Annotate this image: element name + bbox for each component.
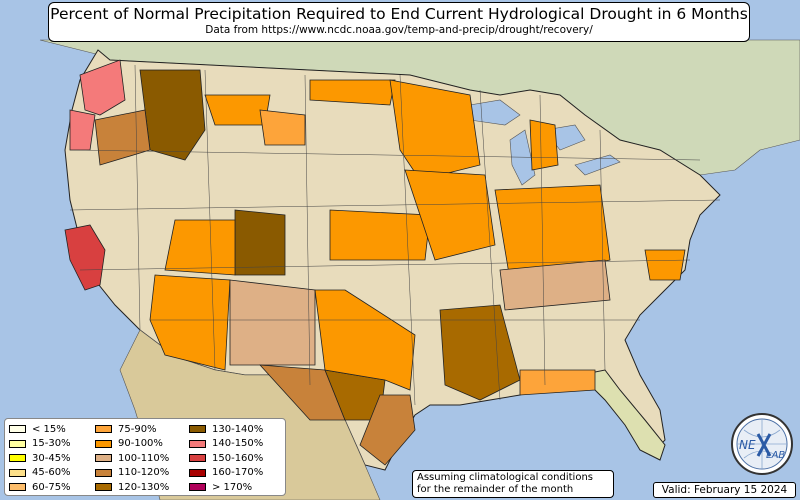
legend-swatch <box>9 454 26 463</box>
legend-column: 130-140% 140-150% 150-160% 160-170% > 170% <box>189 422 263 495</box>
legend-swatch <box>9 483 26 492</box>
region-oregon-coast <box>69 109 96 151</box>
region-michigan <box>529 119 559 171</box>
legend-swatch <box>95 425 112 434</box>
legend-swatch <box>9 468 26 477</box>
title-box: Percent of Normal Precipitation Required… <box>48 2 750 42</box>
legend-item: 45-60% <box>9 466 71 481</box>
legend-item: 160-170% <box>189 466 263 481</box>
legend-label: 90-100% <box>118 438 163 450</box>
legend-item: 90-100% <box>95 437 169 452</box>
border-lines <box>69 64 721 406</box>
legend-item: 150-160% <box>189 451 263 466</box>
legend-item: > 170% <box>189 480 263 495</box>
region-new-mexico <box>229 279 316 366</box>
legend-item: 75-90% <box>95 422 169 437</box>
drought-regions <box>64 59 686 466</box>
legend-label: 110-120% <box>118 467 170 479</box>
assumption-line-2: for the remainder of the month <box>417 484 574 495</box>
legend-label: 150-160% <box>212 452 264 464</box>
region-texas-gulf <box>359 394 416 466</box>
region-ohio-valley <box>494 184 611 281</box>
legend-label: 160-170% <box>212 467 264 479</box>
legend-swatch <box>189 454 206 463</box>
legend-column: 75-90% 90-100% 100-110% 110-120% 120-130% <box>95 422 169 495</box>
legend-label: 45-60% <box>32 467 71 479</box>
legend-column: < 15% 15-30% 30-45% 45-60% 60-75% <box>9 422 71 495</box>
region-wyoming <box>259 109 306 146</box>
legend-swatch <box>189 439 206 448</box>
region-texas-east <box>314 289 416 391</box>
legend-item: 100-110% <box>95 451 169 466</box>
assumption-note: Assuming climatological conditions for t… <box>412 470 614 498</box>
region-arizona <box>149 274 231 371</box>
great-lakes <box>439 99 621 186</box>
region-kansas-nebraska <box>329 209 431 261</box>
region-pacific-northwest <box>79 59 126 116</box>
legend-item: 140-150% <box>189 437 263 452</box>
legend-label: 140-150% <box>212 438 264 450</box>
legend-item: 120-130% <box>95 480 169 495</box>
assumption-line-1: Assuming climatological conditions <box>417 472 593 483</box>
region-tennessee <box>499 259 611 311</box>
state-borders <box>69 64 721 406</box>
legend-swatch <box>95 439 112 448</box>
legend-item: 60-75% <box>9 480 71 495</box>
legend-swatch <box>9 425 26 434</box>
legend-swatch <box>9 439 26 448</box>
region-colorado <box>234 209 286 276</box>
region-utah <box>164 219 236 276</box>
legend-item: < 15% <box>9 422 71 437</box>
region-iowa-missouri <box>404 169 496 261</box>
legend-label: 15-30% <box>32 438 71 450</box>
logo-text-ne: NE <box>739 438 756 452</box>
legend: < 15% 15-30% 30-45% 45-60% 60-75% 75-90% 90-10… <box>4 418 286 496</box>
logo-x-mark <box>756 433 772 457</box>
legend-swatch <box>95 468 112 477</box>
legend-label: 75-90% <box>118 423 157 435</box>
legend-label: > 170% <box>212 481 253 493</box>
region-gulf-coast-south <box>519 369 596 396</box>
legend-label: < 15% <box>32 423 66 435</box>
legend-swatch <box>189 425 206 434</box>
legend-label: 60-75% <box>32 481 71 493</box>
valid-date: Valid: February 15 2024 <box>653 482 796 498</box>
region-north-carolina <box>644 249 686 281</box>
region-california <box>64 224 106 291</box>
legend-label: 120-130% <box>118 481 170 493</box>
map-title: Percent of Normal Precipitation Required… <box>50 5 748 23</box>
region-dakotas <box>309 79 396 106</box>
florida <box>578 369 666 461</box>
legend-label: 30-45% <box>32 452 71 464</box>
legend-label: 130-140% <box>212 423 264 435</box>
map-subtitle: Data from https://www.ncdc.noaa.gov/temp… <box>205 24 593 36</box>
legend-label: 100-110% <box>118 452 170 464</box>
legend-swatch <box>189 483 206 492</box>
legend-swatch <box>95 483 112 492</box>
region-arkansas-louisiana <box>439 304 521 401</box>
legend-item: 30-45% <box>9 451 71 466</box>
nexlab-logo: NE LAB <box>731 413 793 475</box>
logo-text-lab: LAB <box>766 450 785 461</box>
legend-swatch <box>189 468 206 477</box>
legend-item: 130-140% <box>189 422 263 437</box>
legend-item: 110-120% <box>95 466 169 481</box>
legend-swatch <box>95 454 112 463</box>
legend-item: 15-30% <box>9 437 71 452</box>
